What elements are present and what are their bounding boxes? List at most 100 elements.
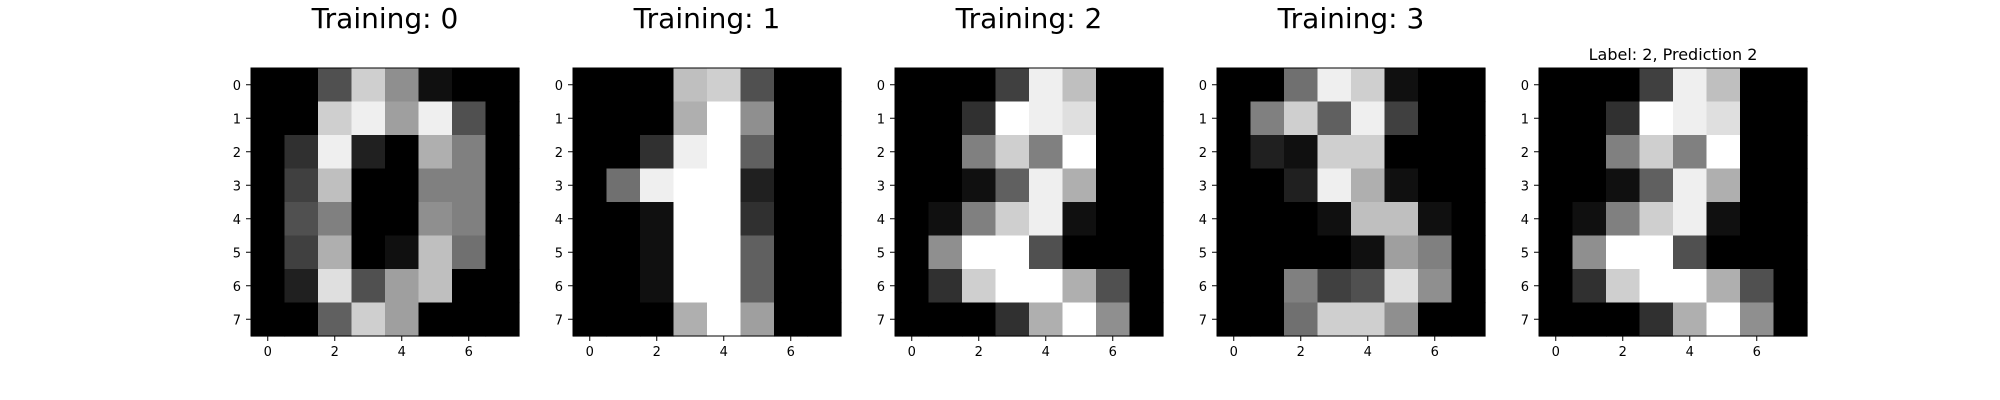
y-tick-label: 0 (555, 79, 563, 94)
heatmap-cell (707, 235, 742, 270)
heatmap-cell (1572, 235, 1607, 270)
heatmap-cell (1062, 68, 1097, 103)
heatmap-cell (1129, 202, 1164, 237)
heatmap-cell (1418, 269, 1453, 304)
heatmap-cell (1096, 302, 1131, 337)
heatmap-cell (1062, 101, 1097, 136)
heatmap-cell (640, 269, 675, 304)
heatmap-cell (606, 269, 641, 304)
x-tick-label: 6 (1753, 345, 1761, 360)
y-tick-label: 6 (233, 280, 241, 295)
heatmap-cell (1317, 101, 1352, 136)
heatmap-cell (962, 101, 997, 136)
heatmap-cell (485, 168, 520, 203)
axes-frame (1538, 67, 1808, 337)
y-tick-label: 7 (877, 313, 885, 328)
x-tick-label: 4 (398, 345, 406, 360)
heatmap-cell (418, 202, 453, 237)
heatmap-cell (1773, 101, 1808, 136)
heatmap-cell (1029, 202, 1064, 237)
heatmap-cell (1606, 68, 1641, 103)
heatmap-cell (640, 101, 675, 136)
axes-frame (894, 67, 1164, 337)
heatmap-cell (1284, 135, 1319, 170)
axes-frame (572, 67, 842, 337)
heatmap-cell (962, 168, 997, 203)
heatmap-cell (1639, 68, 1674, 103)
heatmap-cell (1029, 302, 1064, 337)
heatmap-cell (673, 101, 708, 136)
heatmap-cell (740, 135, 775, 170)
heatmap-cell (1451, 68, 1486, 103)
heatmap-cell (640, 302, 675, 337)
heatmap-cell (1673, 202, 1708, 237)
heatmap-cell (1062, 168, 1097, 203)
heatmap-cell (418, 235, 453, 270)
heatmap-cell (1572, 269, 1607, 304)
y-tick-label: 4 (555, 213, 563, 228)
heatmap-cell (1250, 135, 1285, 170)
y-tick-label: 5 (1199, 246, 1207, 261)
heatmap-cell (774, 168, 809, 203)
heatmap-cell (1317, 68, 1352, 103)
heatmap-cell (995, 269, 1030, 304)
heatmap-cell (1572, 135, 1607, 170)
heatmap-cell (740, 302, 775, 337)
heatmap-cell (774, 101, 809, 136)
heatmap-cell (1284, 269, 1319, 304)
heatmap-cell (1539, 269, 1574, 304)
heatmap-cell (385, 101, 420, 136)
heatmap-cell (351, 101, 386, 136)
heatmap-cell (707, 68, 742, 103)
heatmap-cell (351, 68, 386, 103)
heatmap-cell (1673, 168, 1708, 203)
heatmap-cell (895, 101, 930, 136)
heatmap-cell (1029, 101, 1064, 136)
heatmap-cell (1706, 68, 1741, 103)
heatmap-cell (251, 135, 286, 170)
heatmap-cell (485, 269, 520, 304)
heatmap-cell (640, 68, 675, 103)
heatmap-cell (1639, 269, 1674, 304)
heatmap-cell (485, 235, 520, 270)
heatmap-cell (1740, 302, 1775, 337)
heatmap-cell (1451, 269, 1486, 304)
heatmap-cell (385, 168, 420, 203)
x-tick-label: 0 (264, 345, 272, 360)
heatmap-cell (351, 302, 386, 337)
heatmap-cell (1062, 302, 1097, 337)
heatmap-cell (1129, 235, 1164, 270)
heatmap-cell (1351, 302, 1386, 337)
heatmap-cell (1639, 302, 1674, 337)
heatmap-cell (1284, 68, 1319, 103)
y-tick-label: 1 (233, 112, 241, 127)
heatmap-cell (1639, 101, 1674, 136)
heatmap-cell (1384, 202, 1419, 237)
heatmap-cell (606, 101, 641, 136)
heatmap-cell (807, 269, 842, 304)
heatmap-cell (895, 135, 930, 170)
heatmap-cells (1217, 68, 1486, 337)
heatmap-cell (284, 269, 319, 304)
x-tick-label: 2 (975, 345, 983, 360)
heatmap-cell (995, 202, 1030, 237)
heatmap-cell (928, 135, 963, 170)
heatmap-cell (895, 168, 930, 203)
heatmap-cell (740, 68, 775, 103)
heatmap-cell (1572, 168, 1607, 203)
heatmap-cell (1317, 135, 1352, 170)
heatmap-cell (573, 168, 608, 203)
heatmap-cell (707, 302, 742, 337)
heatmap-cell (1384, 235, 1419, 270)
heatmap-cell (418, 168, 453, 203)
heatmap-cell (1740, 135, 1775, 170)
heatmap-cell (1773, 135, 1808, 170)
heatmap-cell (740, 101, 775, 136)
heatmap-cell (1572, 68, 1607, 103)
heatmap-cell (1284, 168, 1319, 203)
heatmap-cell (995, 168, 1030, 203)
heatmap-cell (385, 202, 420, 237)
heatmap-cell (418, 68, 453, 103)
heatmap-cell (1129, 101, 1164, 136)
heatmap-cell (1096, 101, 1131, 136)
